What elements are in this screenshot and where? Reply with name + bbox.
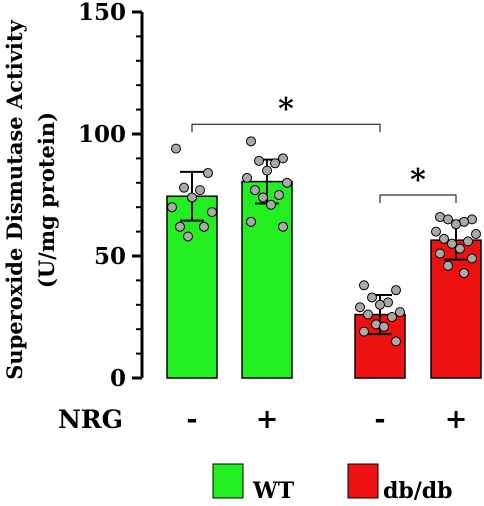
bars — [166, 136, 482, 379]
data-point — [246, 216, 256, 227]
data-point — [175, 221, 185, 232]
x-tick-label: - — [186, 404, 197, 435]
data-point — [278, 221, 288, 232]
data-point — [242, 172, 252, 183]
data-point — [171, 143, 181, 154]
significance-star: * — [278, 92, 294, 127]
data-point — [387, 312, 397, 322]
data-point — [467, 253, 477, 264]
bar — [241, 180, 293, 379]
nrg-row-label: NRG — [58, 405, 123, 434]
data-point — [254, 155, 264, 166]
x-tick-label: + — [256, 404, 279, 435]
data-point — [183, 231, 193, 242]
y-axis-title-line1: Superoxide Dismutase Activity — [2, 19, 27, 379]
data-point — [447, 238, 457, 249]
legend-swatch — [212, 463, 244, 499]
data-point — [359, 280, 369, 291]
data-point — [246, 136, 256, 147]
legend-swatch — [347, 463, 379, 499]
significance-bracket — [379, 194, 457, 203]
data-point — [379, 321, 389, 332]
data-point — [431, 226, 441, 237]
data-point — [391, 285, 401, 296]
data-point — [463, 236, 473, 247]
significance-bracket — [191, 123, 381, 133]
data-point — [435, 248, 445, 259]
y-tick-label: 150 — [78, 0, 126, 26]
bar-group — [166, 143, 218, 379]
data-point — [443, 260, 453, 271]
y-axis-title: Superoxide Dismutase Activity (U/mg prot… — [2, 19, 59, 379]
y-tick-label: 50 — [94, 243, 126, 270]
data-point — [355, 302, 365, 313]
legend: WT db/db — [212, 463, 453, 504]
y-tick-label: 100 — [78, 121, 126, 148]
legend-label: WT — [252, 478, 295, 504]
data-point — [359, 326, 369, 337]
data-point — [363, 309, 373, 320]
data-point — [199, 221, 209, 232]
data-point — [167, 202, 177, 213]
y-axis: 0 50 100 150 — [78, 0, 144, 392]
y-tick-label: 0 — [110, 365, 126, 392]
data-point — [471, 229, 481, 240]
significance-markers: ** — [191, 92, 457, 203]
data-point — [250, 185, 260, 196]
data-point — [455, 243, 465, 254]
data-point — [443, 214, 453, 225]
data-point — [391, 336, 401, 347]
data-point — [187, 192, 197, 203]
data-point — [278, 153, 288, 164]
bar-group — [354, 280, 406, 379]
data-point — [179, 182, 189, 193]
data-point — [274, 190, 284, 200]
data-point — [451, 219, 461, 230]
data-point — [459, 268, 469, 279]
x-tick-label: + — [445, 404, 468, 435]
data-point — [266, 199, 276, 210]
legend-label: db/db — [383, 478, 453, 504]
data-point — [203, 168, 213, 179]
data-point — [258, 192, 268, 203]
x-tick-label: - — [374, 404, 385, 435]
bar-group — [430, 211, 482, 379]
significance-star: * — [410, 163, 426, 198]
bar-group — [241, 136, 293, 379]
data-point — [195, 185, 205, 196]
data-point — [367, 292, 377, 303]
x-axis-labels: NRG - + - + — [58, 404, 467, 435]
y-axis-title-line2: (U/mg protein) — [34, 112, 59, 288]
data-point — [262, 165, 272, 176]
data-point — [439, 233, 449, 244]
data-point — [270, 158, 280, 169]
bar — [166, 195, 218, 379]
data-point — [207, 207, 217, 218]
data-point — [395, 307, 405, 318]
data-point — [375, 299, 385, 310]
data-point — [282, 177, 292, 188]
